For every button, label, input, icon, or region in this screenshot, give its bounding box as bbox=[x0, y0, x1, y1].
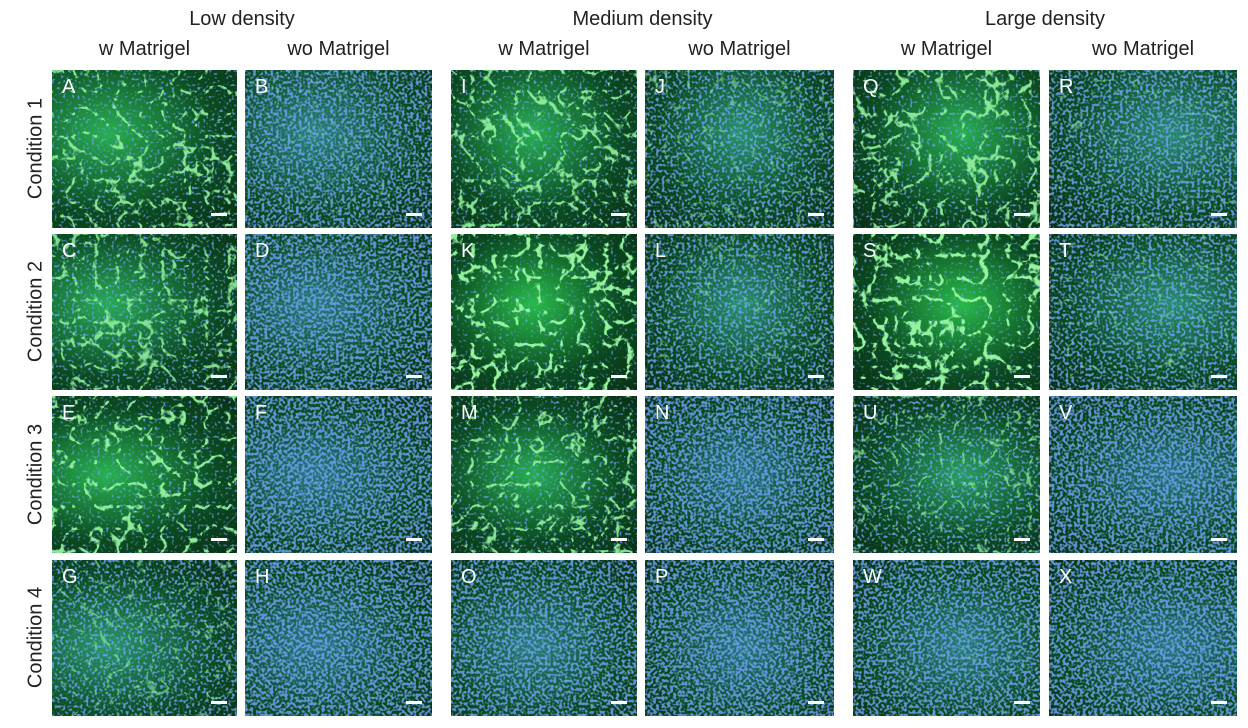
scale-bar bbox=[1211, 701, 1227, 704]
column-title: w Matrigel bbox=[900, 38, 993, 60]
micrograph-panel: H bbox=[245, 560, 432, 716]
scale-bar bbox=[611, 375, 627, 378]
panel-label: B bbox=[255, 76, 269, 98]
row-title: Condition 4 bbox=[24, 586, 47, 689]
column-title: wo Matrigel bbox=[1091, 38, 1195, 60]
scale-bar bbox=[406, 213, 422, 216]
panel-label: R bbox=[1059, 76, 1074, 98]
panel-label: A bbox=[62, 76, 76, 98]
scale-bar bbox=[611, 538, 627, 541]
panel-label: L bbox=[655, 240, 667, 262]
micrograph-panel: L bbox=[645, 234, 834, 390]
micrograph-panel: A bbox=[52, 70, 237, 228]
row-title: Condition 3 bbox=[24, 423, 47, 525]
scale-bar bbox=[211, 375, 227, 378]
group-title: Low density bbox=[189, 8, 295, 30]
scale-bar bbox=[1211, 213, 1227, 216]
panel-label: C bbox=[62, 240, 77, 262]
micrograph-panel: K bbox=[451, 234, 637, 390]
micrograph-panel: N bbox=[645, 396, 834, 553]
micrograph-panel: U bbox=[853, 396, 1040, 553]
scale-bar bbox=[808, 538, 824, 541]
scale-bar bbox=[1211, 538, 1227, 541]
panel-label: M bbox=[461, 402, 478, 424]
column-title: w Matrigel bbox=[98, 38, 191, 60]
scale-bar bbox=[1014, 375, 1030, 378]
micrograph-panel: B bbox=[245, 70, 432, 228]
panel-label: G bbox=[62, 566, 78, 588]
column-title: w Matrigel bbox=[498, 38, 590, 60]
scale-bar bbox=[1014, 701, 1030, 704]
micrograph-panel: I bbox=[451, 70, 637, 228]
panel-label: D bbox=[255, 240, 270, 262]
panel-label: U bbox=[863, 402, 878, 424]
scale-bar bbox=[211, 701, 227, 704]
column-title: wo Matrigel bbox=[287, 38, 390, 60]
panel-label: I bbox=[461, 76, 467, 98]
scale-bar bbox=[406, 538, 422, 541]
micrograph-panel: P bbox=[645, 560, 834, 716]
scale-bar bbox=[211, 213, 227, 216]
micrograph-panel: O bbox=[451, 560, 637, 716]
group-title: Large density bbox=[984, 8, 1106, 30]
panel-label: V bbox=[1059, 402, 1073, 424]
scale-bar bbox=[808, 701, 824, 704]
scale-bar bbox=[611, 701, 627, 704]
micrograph-panel: S bbox=[853, 234, 1040, 390]
micrograph-panel: V bbox=[1049, 396, 1237, 553]
micrograph-panel: E bbox=[52, 396, 237, 553]
column-title: wo Matrigel bbox=[688, 38, 791, 60]
panel-label: N bbox=[655, 402, 670, 424]
micrograph-panel: F bbox=[245, 396, 432, 553]
panel-label: X bbox=[1059, 566, 1073, 588]
micrograph-panel: T bbox=[1049, 234, 1237, 390]
micrograph-panel: C bbox=[52, 234, 237, 390]
micrograph-panel: X bbox=[1049, 560, 1237, 716]
scale-bar bbox=[1211, 375, 1227, 378]
panel-label: H bbox=[255, 566, 270, 588]
scale-bar bbox=[808, 213, 824, 216]
micrograph-panel: G bbox=[52, 560, 237, 716]
panel-label: J bbox=[655, 76, 665, 98]
micrograph-panel: R bbox=[1049, 70, 1237, 228]
scale-bar bbox=[808, 375, 824, 378]
micrograph-panel: J bbox=[645, 70, 834, 228]
panel-label: W bbox=[863, 566, 882, 588]
scale-bar bbox=[211, 538, 227, 541]
panel-label: P bbox=[655, 566, 669, 588]
row-title: Condition 1 bbox=[24, 97, 47, 200]
micrograph-panel: Q bbox=[853, 70, 1040, 228]
scale-bar bbox=[1014, 538, 1030, 541]
scale-bar bbox=[406, 701, 422, 704]
panel-label: S bbox=[863, 240, 877, 262]
panel-label: T bbox=[1059, 240, 1072, 262]
micrograph-panel: D bbox=[245, 234, 432, 390]
scale-bar bbox=[406, 375, 422, 378]
group-title: Medium density bbox=[572, 8, 713, 30]
micrograph-panel: M bbox=[451, 396, 637, 553]
panel-label: K bbox=[461, 240, 475, 262]
row-title: Condition 2 bbox=[24, 260, 47, 363]
panel-label: F bbox=[255, 402, 268, 424]
scale-bar bbox=[1014, 213, 1030, 216]
scale-bar bbox=[611, 213, 627, 216]
micrograph-panel: W bbox=[853, 560, 1040, 716]
panel-label: E bbox=[62, 402, 76, 424]
panel-label: O bbox=[461, 566, 477, 588]
panel-label: Q bbox=[863, 76, 879, 98]
